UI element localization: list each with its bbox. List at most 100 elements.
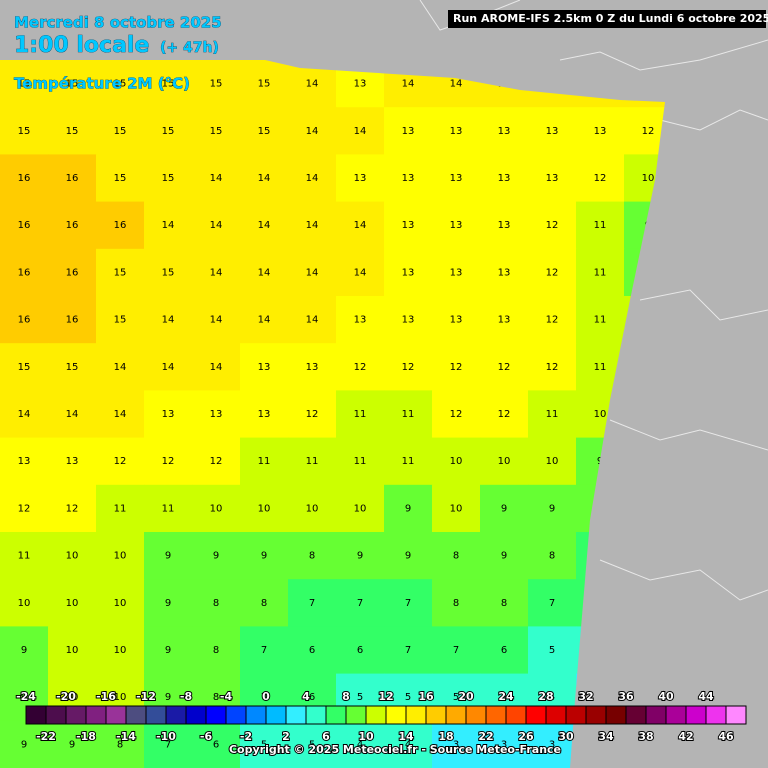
cell-value: 14 (354, 126, 367, 137)
cell-value: 9 (549, 503, 555, 514)
cell (480, 720, 529, 768)
cell (192, 390, 241, 439)
cell-value: 10 (114, 598, 127, 609)
legend-swatch (345, 705, 367, 725)
legend-label-bottom: 6 (322, 730, 330, 743)
cell-value: 13 (402, 173, 415, 184)
cell-value: 3 (453, 739, 459, 750)
cell (240, 626, 289, 675)
cell (384, 248, 433, 297)
cell-value: 4 (405, 739, 411, 750)
cell-value: 13 (498, 220, 511, 231)
cell-value: 16 (18, 267, 31, 278)
legend-swatch (145, 705, 167, 725)
legend-label-top: 0 (262, 690, 270, 703)
cell (432, 296, 481, 344)
legend-swatch (645, 705, 667, 725)
cell (432, 579, 481, 627)
cell (240, 154, 289, 203)
cell-value: 3 (501, 739, 507, 750)
cell-value: 13 (594, 126, 607, 137)
cell-value: 4 (357, 739, 363, 750)
cell (48, 107, 97, 155)
cell (144, 484, 193, 533)
cell-value: 12 (546, 315, 559, 326)
cell (192, 296, 241, 344)
cell-value: 13 (354, 79, 367, 90)
cell-value: 16 (18, 220, 31, 231)
cell-value: 13 (450, 220, 463, 231)
legend-label-bottom: 38 (638, 730, 653, 743)
cell-value: 13 (258, 409, 271, 420)
cell (192, 60, 241, 108)
legend-label-bottom: -18 (76, 730, 96, 743)
cell (288, 107, 337, 155)
cell-value: 14 (450, 79, 463, 90)
cell (240, 343, 289, 391)
legend-swatch (525, 705, 547, 725)
cell-value: 15 (258, 126, 271, 137)
cell (240, 60, 289, 108)
cell-value: 7 (453, 645, 459, 656)
legend-swatch (605, 705, 627, 725)
legend-label-bottom: 46 (718, 730, 734, 743)
cell (192, 343, 241, 391)
legend-label-top: 12 (378, 690, 393, 703)
cell-value: 14 (306, 267, 319, 278)
legend-swatch (445, 705, 467, 725)
legend-label-top: 20 (458, 690, 474, 703)
legend-label-top: 32 (578, 690, 593, 703)
legend-label-top: 40 (658, 690, 674, 703)
legend-label-bottom: -14 (116, 730, 136, 743)
cell (0, 484, 49, 533)
cell-value: 12 (546, 220, 559, 231)
cell (96, 720, 145, 768)
cell-value: 6 (357, 645, 363, 656)
cell (288, 720, 337, 768)
cell (576, 296, 625, 344)
cell (48, 343, 97, 391)
legend-label-bottom: 18 (438, 730, 453, 743)
cell (144, 107, 193, 155)
cell (288, 343, 337, 391)
legend-swatch (385, 705, 407, 725)
cell-value: 16 (66, 173, 79, 184)
cell (144, 720, 193, 768)
legend-label-bottom: 22 (478, 730, 493, 743)
cell (288, 248, 337, 297)
cell-value: 10 (258, 503, 271, 514)
cell (96, 107, 145, 155)
legend-label-top: -20 (56, 690, 76, 703)
legend-label-bottom: 10 (358, 730, 374, 743)
cell-value: 16 (66, 267, 79, 278)
cell (336, 343, 385, 391)
legend-label-bottom: 14 (398, 730, 414, 743)
cell-value: 13 (402, 267, 415, 278)
cell (480, 437, 529, 486)
legend-label-top: 8 (342, 690, 350, 703)
cell (240, 484, 289, 533)
cell (528, 579, 577, 627)
cell-value: 12 (354, 362, 367, 373)
cell-value: 7 (405, 598, 411, 609)
cell-value: 15 (210, 126, 223, 137)
cell-value: 13 (18, 456, 31, 467)
cell (48, 626, 97, 675)
cell-value: 12 (546, 362, 559, 373)
cell (192, 154, 241, 203)
cell-value: 8 (261, 598, 267, 609)
cell-value: 10 (66, 692, 79, 703)
cell (576, 154, 625, 203)
cell-value: 7 (549, 598, 555, 609)
cell-value: 8 (213, 645, 219, 656)
cell (336, 248, 385, 297)
cell (432, 484, 481, 533)
legend-label-bottom: 2 (282, 730, 290, 743)
cell-value: 10 (66, 598, 79, 609)
legend-swatch (685, 705, 707, 725)
cell-value: 5 (357, 692, 363, 703)
cell (0, 201, 49, 250)
cell (0, 390, 49, 439)
cell (96, 248, 145, 297)
cell (432, 154, 481, 203)
